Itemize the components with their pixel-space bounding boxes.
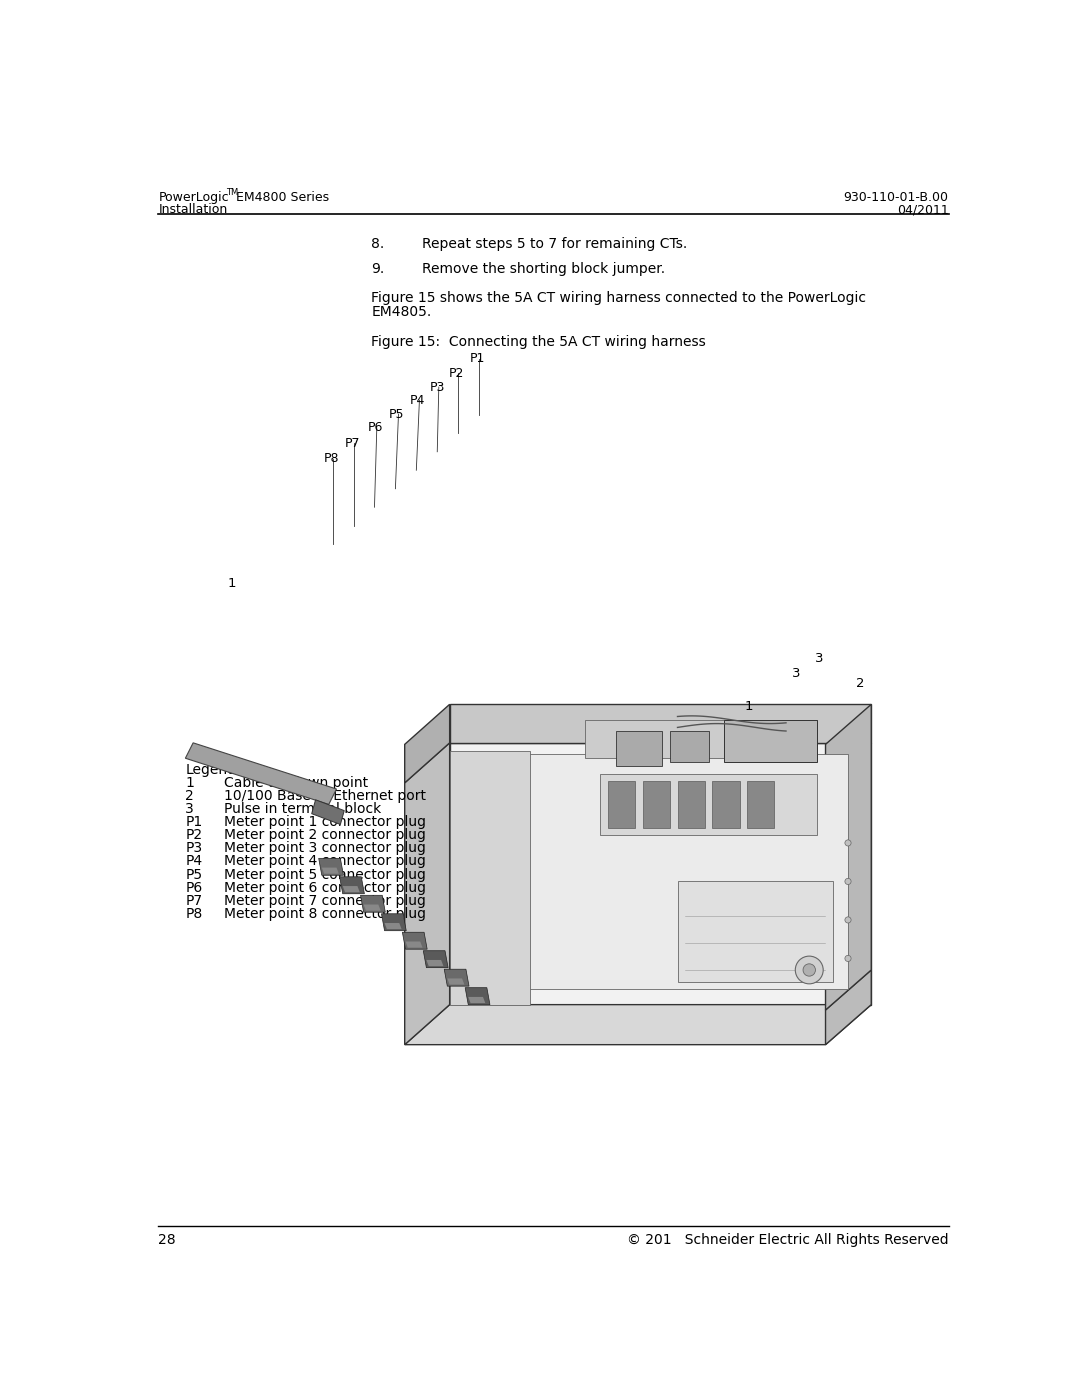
Polygon shape (405, 1004, 872, 1045)
Text: 930-110-01-B.00: 930-110-01-B.00 (843, 191, 948, 204)
Bar (670, 731, 708, 763)
Text: EM4800 Series: EM4800 Series (235, 191, 329, 204)
Polygon shape (312, 800, 345, 824)
Polygon shape (342, 886, 360, 893)
Text: P2: P2 (449, 367, 464, 380)
Text: P3: P3 (430, 380, 445, 394)
Polygon shape (423, 951, 448, 968)
Polygon shape (319, 858, 343, 876)
Text: Remove the shorting block jumper.: Remove the shorting block jumper. (422, 263, 665, 277)
Polygon shape (449, 704, 872, 743)
Text: Meter point 4 connector plug: Meter point 4 connector plug (225, 855, 426, 869)
Text: Meter point 6 connector plug: Meter point 6 connector plug (225, 880, 427, 894)
Text: Meter point 7 connector plug: Meter point 7 connector plug (225, 894, 426, 908)
Text: 2: 2 (855, 678, 864, 690)
Text: Meter point 5 connector plug: Meter point 5 connector plug (225, 868, 426, 882)
Bar (724, 719, 816, 763)
Text: P4: P4 (186, 855, 203, 869)
Bar (643, 781, 670, 827)
Text: Legend:: Legend: (186, 763, 241, 777)
Text: P2: P2 (186, 828, 203, 842)
Circle shape (795, 956, 823, 983)
Polygon shape (427, 960, 444, 967)
Text: Figure 15 shows the 5A CT wiring harness connected to the PowerLogic: Figure 15 shows the 5A CT wiring harness… (372, 291, 866, 305)
Circle shape (845, 879, 851, 884)
Text: Cable tie-down point: Cable tie-down point (225, 775, 368, 789)
Bar (600, 774, 816, 835)
Polygon shape (469, 754, 848, 989)
Bar (616, 731, 662, 766)
Text: 3: 3 (793, 666, 800, 680)
Polygon shape (384, 923, 402, 929)
Circle shape (845, 840, 851, 847)
Polygon shape (465, 988, 490, 1004)
Text: P6: P6 (367, 422, 383, 434)
Text: Meter point 1 connector plug: Meter point 1 connector plug (225, 816, 427, 830)
Polygon shape (403, 932, 428, 949)
Polygon shape (444, 970, 469, 986)
Text: EM4805.: EM4805. (372, 305, 432, 319)
Text: Repeat steps 5 to 7 for remaining CTs.: Repeat steps 5 to 7 for remaining CTs. (422, 237, 687, 251)
Polygon shape (364, 904, 380, 911)
Polygon shape (449, 743, 872, 1004)
Text: P5: P5 (186, 868, 203, 882)
Text: 1: 1 (744, 700, 753, 712)
Text: Installation: Installation (159, 203, 228, 217)
Polygon shape (825, 970, 872, 1045)
Polygon shape (361, 895, 386, 912)
Polygon shape (449, 750, 530, 1004)
Bar (584, 719, 816, 759)
Bar (677, 882, 833, 982)
Text: 2: 2 (186, 789, 194, 803)
Text: P7: P7 (345, 437, 360, 450)
Polygon shape (186, 743, 337, 805)
Text: 8.: 8. (372, 237, 384, 251)
Text: Meter point 2 connector plug: Meter point 2 connector plug (225, 828, 426, 842)
Text: Pulse in terminal block: Pulse in terminal block (225, 802, 381, 816)
Text: 3: 3 (186, 802, 194, 816)
Polygon shape (405, 942, 422, 947)
Text: Meter point 3 connector plug: Meter point 3 connector plug (225, 841, 426, 855)
Text: TM: TM (227, 189, 239, 197)
Bar (608, 781, 635, 827)
Text: 1: 1 (186, 775, 194, 789)
Circle shape (845, 956, 851, 961)
Text: P4: P4 (410, 394, 426, 407)
Text: P8: P8 (186, 907, 203, 921)
Polygon shape (447, 978, 464, 985)
Bar (677, 781, 704, 827)
Polygon shape (405, 743, 449, 1045)
Polygon shape (825, 704, 872, 1010)
Circle shape (845, 916, 851, 923)
Text: 28: 28 (159, 1232, 176, 1246)
Circle shape (804, 964, 815, 977)
Bar (713, 781, 740, 827)
Polygon shape (322, 868, 339, 873)
Text: 10/100 BaseTX Ethernet port: 10/100 BaseTX Ethernet port (225, 789, 427, 803)
Text: 1: 1 (228, 577, 237, 590)
Text: P6: P6 (186, 880, 203, 894)
Text: P7: P7 (186, 894, 203, 908)
Text: P3: P3 (186, 841, 203, 855)
Text: © 201   Schneider Electric All Rights Reserved: © 201 Schneider Electric All Rights Rese… (627, 1232, 948, 1246)
Polygon shape (469, 997, 485, 1003)
Bar (747, 781, 774, 827)
Text: P5: P5 (389, 408, 405, 420)
Text: P1: P1 (470, 352, 485, 365)
Text: Meter point 8 connector plug: Meter point 8 connector plug (225, 907, 427, 921)
Text: 9.: 9. (372, 263, 384, 277)
Text: Figure 15:  Connecting the 5A CT wiring harness: Figure 15: Connecting the 5A CT wiring h… (372, 335, 706, 349)
Text: 3: 3 (815, 652, 824, 665)
Text: 04/2011: 04/2011 (897, 203, 948, 217)
Text: P1: P1 (186, 816, 203, 830)
Text: PowerLogic: PowerLogic (159, 191, 229, 204)
Polygon shape (405, 704, 449, 782)
Polygon shape (339, 877, 364, 894)
Text: P8: P8 (323, 453, 339, 465)
Polygon shape (381, 914, 406, 930)
